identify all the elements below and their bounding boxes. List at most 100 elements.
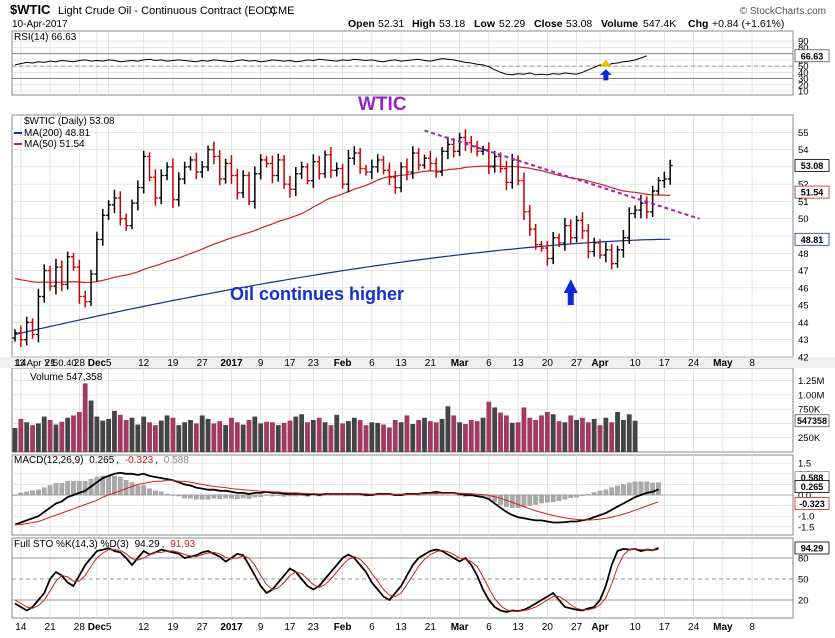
macd-legend-line: 0.265	[89, 455, 114, 466]
macd-histogram-bar	[281, 494, 287, 497]
macd-histogram-bar	[12, 494, 18, 496]
volume-bar	[270, 422, 275, 452]
price-bar	[527, 205, 533, 236]
price-bar	[357, 147, 363, 174]
macd-histogram-bar	[492, 494, 498, 502]
volume-bar	[30, 425, 35, 452]
macd-histogram-bar	[521, 494, 527, 507]
volume-bar	[544, 412, 550, 452]
volume-bar	[264, 421, 269, 452]
volume-bar	[36, 423, 41, 452]
price-bar	[521, 172, 527, 221]
x-tick-label: 5	[106, 358, 112, 369]
volume-bar	[176, 425, 182, 452]
price-bar	[574, 215, 580, 243]
macd-histogram-bar	[603, 489, 609, 496]
price-bar	[462, 129, 468, 151]
rsi-tick-label: 90	[798, 37, 809, 48]
x-tick-label: May	[713, 622, 733, 633]
price-bar	[416, 147, 422, 171]
volume-bar	[47, 420, 53, 452]
volume-bar	[457, 422, 462, 452]
close-value: 53.08	[566, 18, 592, 30]
price-bar	[386, 162, 392, 186]
volume-bar	[591, 418, 597, 452]
price-bar	[240, 170, 246, 198]
volume-bar	[316, 417, 322, 452]
macd-histogram-bar	[293, 494, 299, 497]
volume-bar	[562, 422, 568, 452]
price-bar	[18, 325, 24, 347]
price-bar	[468, 135, 474, 153]
macd-legend: MACD(12,26,9) 0.265, -0.323, 0.588	[14, 455, 189, 466]
price-bar	[234, 168, 240, 200]
macd-line	[14, 471, 659, 526]
volume-bar	[94, 416, 100, 452]
x-tick-label: 14	[15, 358, 27, 369]
volume-bar	[147, 422, 152, 452]
volume-bar	[451, 415, 457, 452]
macd-signal-line	[15, 479, 659, 526]
rsi-tick-label: 40	[798, 68, 809, 79]
price-bar	[53, 258, 59, 295]
x-tick-label: Feb	[334, 622, 352, 633]
volume-bar	[550, 414, 556, 452]
price-bar	[369, 159, 375, 180]
volume-bar	[199, 415, 205, 452]
volume-bar	[106, 418, 111, 452]
price-bar	[135, 180, 141, 211]
price-bar	[609, 244, 615, 270]
volume-bar	[258, 423, 264, 452]
volume-bar	[398, 422, 404, 452]
rsi-tick-label: 10	[798, 87, 809, 98]
macd-histogram-bar	[41, 487, 47, 496]
high-label: High	[412, 18, 435, 30]
ma50-line	[14, 165, 671, 284]
price-bar	[117, 191, 123, 226]
macd-histogram-bar	[527, 494, 533, 506]
price-axis-strip	[0, 357, 835, 368]
price-bar	[503, 160, 509, 191]
volume-bar	[305, 422, 310, 452]
volume-bar	[141, 416, 147, 452]
volume-bar	[117, 414, 123, 452]
price-bar	[35, 288, 41, 343]
macd-histogram-bar	[299, 494, 305, 496]
macd-histogram-bar	[416, 494, 422, 496]
macd-histogram-bar	[164, 493, 170, 496]
volume-bar	[229, 417, 234, 452]
x-tick-label: 21	[425, 358, 437, 369]
price-tick-label: 46	[798, 283, 809, 294]
volume-bar	[603, 417, 609, 452]
price-bar	[59, 260, 65, 292]
x-tick-label: Feb	[334, 358, 352, 369]
price-tick-label: 47	[798, 266, 809, 277]
volume-bar	[445, 406, 451, 452]
price-bar	[334, 162, 340, 177]
price-tick-label: 54	[798, 145, 809, 156]
ma50-badge-text: 51.54	[801, 188, 824, 198]
volume-bar	[328, 425, 334, 452]
macd-histogram-bar	[229, 494, 234, 499]
price-tick-label: 44	[798, 318, 809, 329]
rsi-value-badge: 66.63	[794, 49, 830, 63]
ma200-badge: 48.81	[794, 232, 830, 246]
volume-bar	[504, 415, 509, 452]
x-tick-label: 6	[369, 358, 375, 369]
price-bar	[188, 156, 193, 171]
x-tick-label: 19	[167, 622, 179, 633]
volume-bar	[533, 420, 539, 452]
macd-histogram-bar	[36, 489, 41, 496]
price-bar	[193, 152, 199, 180]
volume-bar	[170, 417, 176, 452]
price-bar	[305, 163, 310, 185]
x-tick-label: 23	[308, 358, 320, 369]
macd-histogram-bar	[556, 494, 562, 501]
price-bar	[264, 155, 270, 168]
price-bar	[158, 169, 164, 205]
ma50-badge: 51.54	[794, 185, 830, 199]
x-tick-label: Apr	[591, 358, 608, 369]
volume-bar	[392, 420, 398, 452]
